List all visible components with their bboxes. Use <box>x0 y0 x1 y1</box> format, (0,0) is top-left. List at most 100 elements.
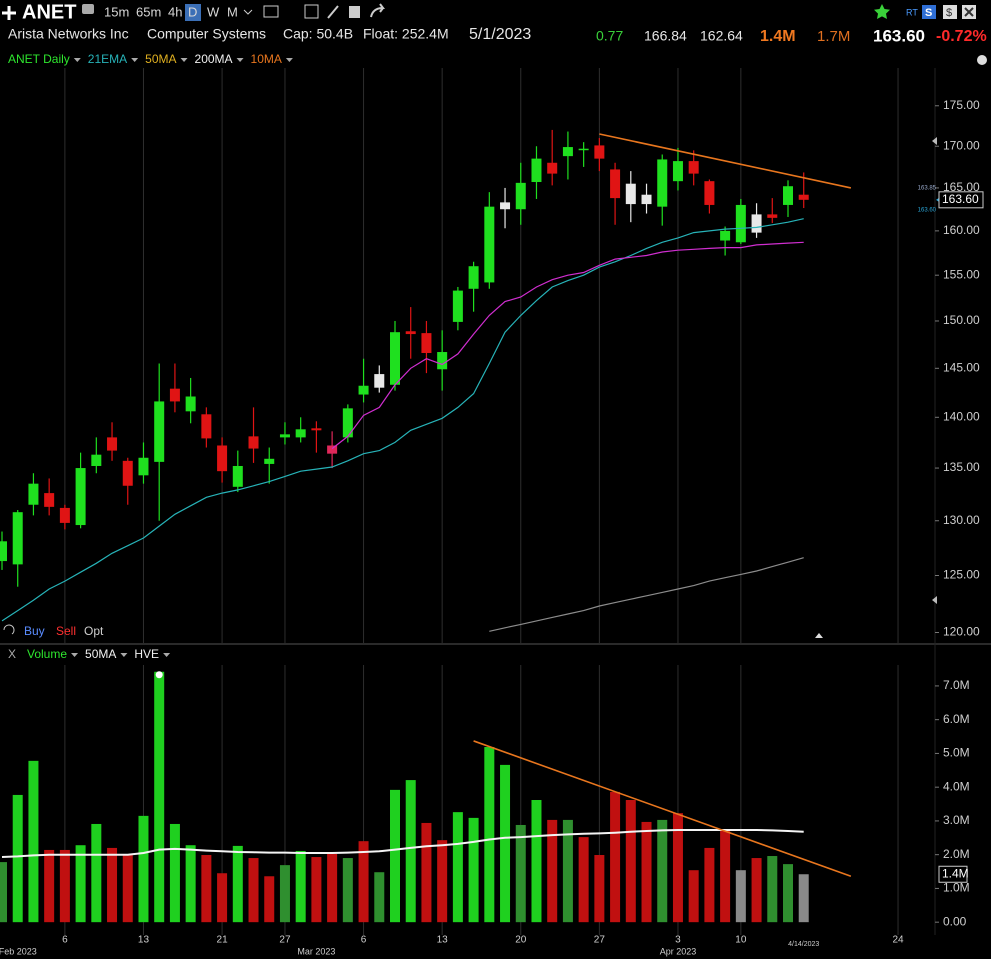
indicator[interactable]: HVE <box>134 647 159 661</box>
options-button[interactable]: Opt <box>84 624 104 638</box>
volume-bar <box>327 854 338 923</box>
volume-bar <box>279 865 290 923</box>
close-button[interactable]: X <box>8 647 16 661</box>
y-tick-label: 160.00 <box>943 223 980 237</box>
candle-body <box>767 214 778 218</box>
dropdown-icon <box>236 58 244 62</box>
month-label: Mar 2023 <box>297 946 335 956</box>
palette-icon[interactable] <box>977 55 987 65</box>
volume-bar <box>531 800 542 923</box>
volume-bar <box>767 856 778 923</box>
volume-bar <box>484 747 495 923</box>
dropdown-icon <box>120 653 128 657</box>
ma-line <box>331 241 804 450</box>
candle-body <box>751 214 762 233</box>
badge[interactable]: S <box>925 7 932 19</box>
volume-bar <box>672 813 683 923</box>
legend-entry[interactable]: 50MA <box>85 647 116 661</box>
cycle-icon[interactable] <box>3 624 15 635</box>
star-icon[interactable] <box>874 4 890 19</box>
candle-body <box>279 434 290 438</box>
volume-bar <box>91 823 102 923</box>
y-tick-label: 165.00 <box>943 180 980 194</box>
y-tick-label: 5.0M <box>943 746 970 760</box>
volume-bar <box>547 819 558 923</box>
volume-bar <box>232 845 243 923</box>
candle-body <box>500 202 511 210</box>
last-volume-label: 1.4M <box>942 866 969 880</box>
badge-box <box>943 5 957 19</box>
candle-body <box>610 169 621 199</box>
volume-bar <box>154 671 165 923</box>
candle-body <box>59 507 70 523</box>
y-tick-label: 130.00 <box>943 513 980 527</box>
marker-icon <box>815 633 823 638</box>
candle-body <box>641 194 652 205</box>
candle-body <box>264 458 275 464</box>
timeframe[interactable]: W <box>207 4 220 19</box>
axes: 6 13 21 27 6 13 20 27 3 10 24 Feb 2023 Mar 2023 Apr 2… <box>0 52 984 956</box>
y-tick-label: 175.00 <box>943 98 980 112</box>
month-label: Apr 2023 <box>660 946 697 956</box>
timeframe[interactable]: M <box>227 4 238 19</box>
buy-button[interactable]: Buy <box>24 624 45 638</box>
draw-icon[interactable] <box>327 5 339 19</box>
volume-bar <box>0 862 7 923</box>
share-icon[interactable] <box>370 3 385 18</box>
volume-bar <box>201 855 212 923</box>
timeframe[interactable]: 65m <box>136 4 161 19</box>
candle-body <box>405 331 416 335</box>
volume-bar <box>594 855 605 923</box>
avg-volume: 1.7M <box>817 28 850 45</box>
volume-bar <box>562 819 573 923</box>
add-icon[interactable] <box>2 6 16 20</box>
last-volume-box <box>938 865 968 883</box>
peak-dot <box>155 671 163 679</box>
candle-body <box>107 437 118 451</box>
date: 5/1/2023 <box>469 26 531 43</box>
candle-body <box>452 290 463 322</box>
dropdown-icon[interactable] <box>243 9 253 15</box>
volume: 1.4M <box>760 28 796 45</box>
badge[interactable]: RT <box>906 7 918 17</box>
x-tick-label: 13 <box>138 935 150 946</box>
volume-bar <box>44 849 55 923</box>
y-tick-label: 3.0M <box>943 813 970 827</box>
candle-body <box>295 429 306 438</box>
volume-bar <box>342 858 353 923</box>
tool-icon[interactable] <box>263 5 279 18</box>
timeframe[interactable]: 15m <box>104 4 129 19</box>
candle-body <box>28 483 39 505</box>
sector: Computer Systems <box>147 26 266 42</box>
volume-bar <box>641 821 652 923</box>
timeframe[interactable]: D <box>188 4 197 19</box>
badge-box <box>922 5 936 19</box>
volume-bar <box>751 858 762 923</box>
y-tick-label: 150.00 <box>943 313 980 327</box>
panel-title[interactable]: Volume <box>27 647 67 661</box>
x-tick-label: 24 <box>892 935 904 946</box>
dropdown-icon <box>73 58 81 62</box>
price-flag: 163.85 <box>918 185 937 191</box>
legend-entry[interactable]: 21EMA <box>88 52 127 66</box>
alert-icon[interactable] <box>82 4 94 14</box>
tool-icon[interactable] <box>304 4 319 19</box>
candle-body <box>531 158 542 183</box>
volume-bar <box>798 874 809 923</box>
legend-entry[interactable]: 200MA <box>195 52 233 66</box>
market-cap: Cap: 50.4B <box>283 26 353 42</box>
timeframe-active <box>185 4 201 21</box>
candle-body <box>44 493 55 507</box>
legend-entry[interactable]: 10MA <box>251 52 282 66</box>
copy-icon[interactable] <box>349 6 360 18</box>
legend-entry[interactable]: 50MA <box>145 52 176 66</box>
timeframe[interactable]: 4h <box>168 4 182 19</box>
x-tick-label: 20 <box>515 935 527 946</box>
chart-title[interactable]: ANET Daily <box>8 52 70 66</box>
sell-button[interactable]: Sell <box>56 624 76 638</box>
volume-bar <box>610 791 621 923</box>
badge[interactable]: $ <box>946 7 952 19</box>
symbol[interactable]: ANET <box>22 1 76 23</box>
candle-body <box>625 183 636 205</box>
